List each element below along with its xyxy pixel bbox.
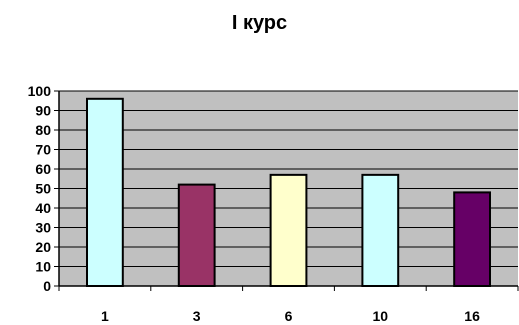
- y-tick-label: 90: [35, 103, 51, 119]
- bar-6: [269, 173, 308, 288]
- chart-title: I курс: [231, 12, 288, 34]
- y-tick-label: 80: [35, 122, 51, 138]
- y-tick-label: 70: [35, 142, 51, 158]
- y-tick-label: 0: [43, 278, 51, 294]
- bar-1: [85, 97, 124, 287]
- bar-16: [453, 191, 492, 287]
- plot-area: 0 10 20 30 40 50 60 70 80 90 100 1 3 6 10 16: [28, 83, 519, 324]
- x-tick-label: 3: [193, 308, 201, 324]
- x-tick-label: 6: [285, 308, 293, 324]
- y-tick-label: 60: [35, 161, 51, 177]
- x-tick-label: 10: [373, 308, 389, 324]
- y-tick-label: 100: [28, 83, 52, 99]
- bar-3: [177, 183, 216, 288]
- x-tick-label: 1: [101, 308, 109, 324]
- y-tick-label: 20: [35, 239, 51, 255]
- y-tick-label: 30: [35, 220, 51, 236]
- bar-10: [361, 173, 400, 288]
- y-tick-label: 40: [35, 200, 51, 216]
- x-tick-label: 16: [464, 308, 480, 324]
- y-tick-label: 10: [35, 259, 51, 275]
- y-tick-label: 50: [35, 181, 51, 197]
